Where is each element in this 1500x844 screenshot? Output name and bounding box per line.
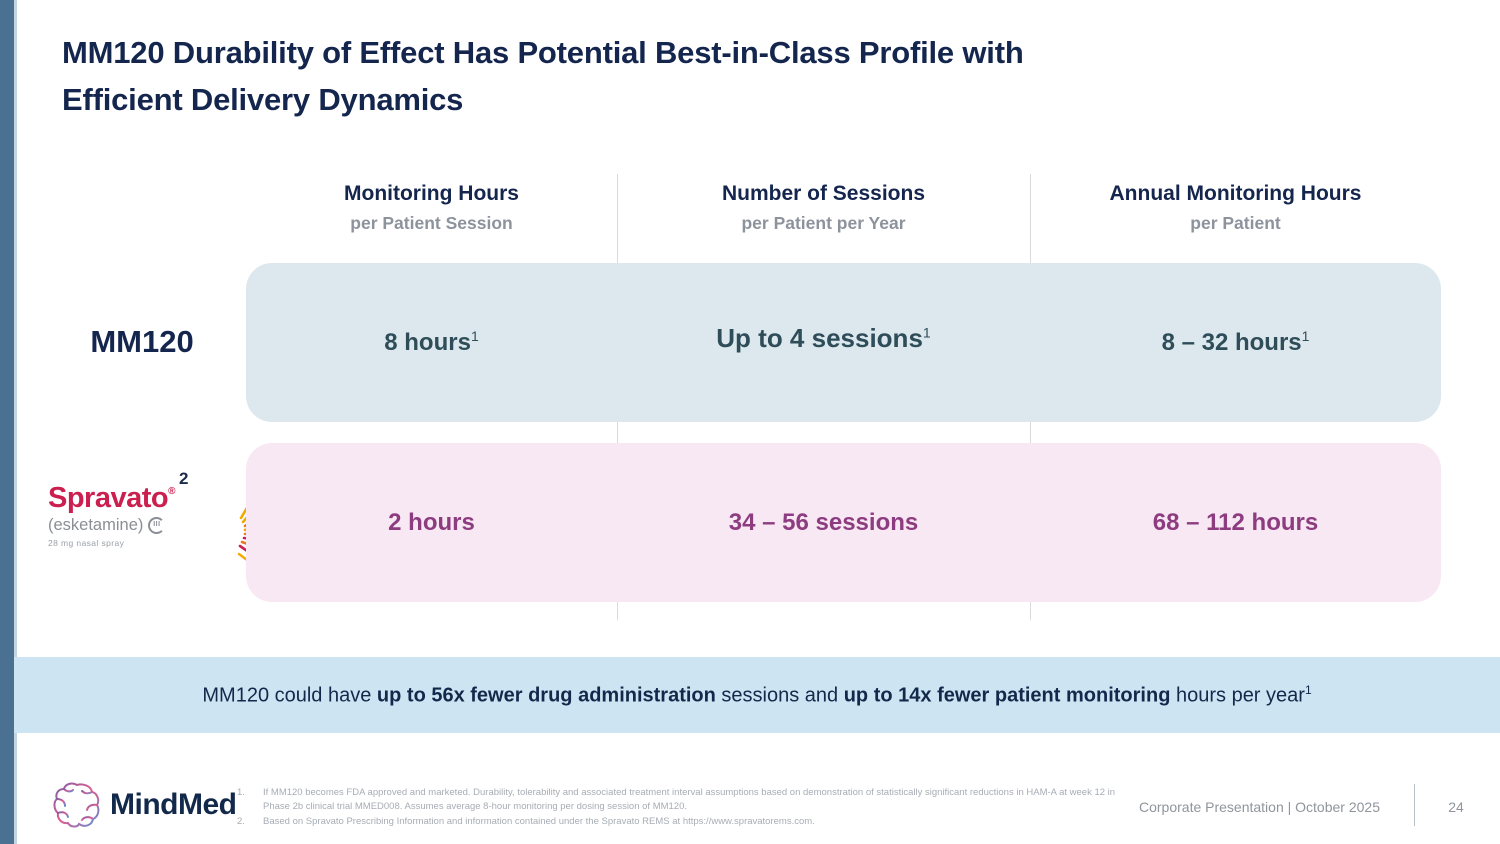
column-subtitle: per Patient per Year bbox=[741, 213, 906, 233]
column-subtitle: per Patient bbox=[1190, 213, 1281, 233]
cell-spravato-sessions: 34 – 56 sessions bbox=[617, 509, 1030, 537]
table-row-spravato: 2 hours 34 – 56 sessions 68 – 112 hours bbox=[246, 443, 1441, 602]
table-header-row: Monitoring Hours per Patient Session Num… bbox=[246, 182, 1441, 234]
footnote-number: 1. bbox=[237, 787, 245, 798]
footnote-marker: 1 bbox=[470, 328, 479, 344]
column-title: Monitoring Hours bbox=[344, 182, 519, 205]
spravato-dose-text: 28 mg nasal spray bbox=[48, 538, 125, 548]
cell-spravato-monitoring-hours: 2 hours bbox=[246, 509, 617, 537]
cell-mm120-annual-hours: 8 – 32 hours1 bbox=[1030, 328, 1441, 357]
footnote-marker: 1 bbox=[1301, 328, 1310, 344]
column-header-monitoring-hours: Monitoring Hours per Patient Session bbox=[246, 182, 617, 234]
presentation-meta: Corporate Presentation | October 2025 bbox=[1138, 799, 1380, 815]
left-accent-bar bbox=[0, 0, 17, 844]
generic-name-text: (esketamine) bbox=[48, 516, 144, 534]
registered-mark: ® bbox=[168, 486, 176, 497]
summary-banner: MM120 could have up to 56x fewer drug ad… bbox=[14, 657, 1500, 733]
footnote-number: 2. bbox=[237, 815, 245, 827]
column-title: Annual Monitoring Hours bbox=[1109, 182, 1362, 205]
slide-title-line-1: MM120 Durability of Effect Has Potential… bbox=[62, 35, 1024, 70]
spravato-brand-name: Spravato bbox=[48, 482, 169, 514]
spravato-logo: Spravato® 2 (esketamine) III 28 mg nasal… bbox=[48, 469, 248, 548]
cell-mm120-monitoring-hours: 8 hours1 bbox=[246, 328, 617, 357]
footnote-text: Based on Spravato Prescribing Informatio… bbox=[263, 815, 815, 827]
cell-value: 8 – 32 hours bbox=[1161, 329, 1302, 356]
footnote-item: 1. If MM120 becomes FDA approved and mar… bbox=[237, 786, 1117, 815]
cell-mm120-sessions: Up to 4 sessions1 bbox=[617, 323, 1030, 354]
footnote-text: If MM120 becomes FDA approved and market… bbox=[263, 787, 1116, 813]
column-header-number-of-sessions: Number of Sessions per Patient per Year bbox=[617, 182, 1030, 234]
cell-spravato-annual-hours: 68 – 112 hours bbox=[1030, 509, 1441, 537]
footnote-list: 1. If MM120 becomes FDA approved and mar… bbox=[237, 786, 1117, 829]
footnote-marker: 1 bbox=[922, 324, 931, 341]
summary-banner-text: MM120 could have up to 56x fewer drug ad… bbox=[202, 682, 1312, 707]
spravato-brand-line: Spravato® 2 bbox=[48, 469, 188, 515]
mindmed-logo: MindMed bbox=[52, 780, 237, 830]
row-label-mm120: MM120 bbox=[90, 324, 194, 359]
cell-value: Up to 4 sessions bbox=[716, 323, 923, 353]
schedule-ciii-icon: III bbox=[148, 517, 166, 534]
footer-divider bbox=[1414, 784, 1415, 826]
footnote-marker: 1 bbox=[1304, 682, 1312, 697]
page-number: 24 bbox=[1448, 799, 1464, 815]
cell-value: 8 hours bbox=[384, 329, 471, 356]
table-row-mm120: 8 hours1 Up to 4 sessions1 8 – 32 hours1 bbox=[246, 263, 1441, 422]
brain-icon bbox=[53, 782, 100, 828]
footnote-marker: 2 bbox=[179, 469, 189, 488]
footnote-item: 2. Based on Spravato Prescribing Informa… bbox=[237, 815, 1117, 829]
slide-title-line-2: Efficient Delivery Dynamics bbox=[62, 81, 464, 117]
column-title: Number of Sessions bbox=[721, 182, 926, 205]
cell-value: 68 – 112 hours bbox=[1152, 508, 1319, 536]
slide-title: MM120 Durability of Effect Has Potential… bbox=[62, 30, 1402, 123]
column-subtitle: per Patient Session bbox=[350, 213, 513, 233]
cell-value: 34 – 56 sessions bbox=[728, 508, 919, 536]
spravato-generic-name: (esketamine) III bbox=[48, 516, 248, 535]
mindmed-wordmark: MindMed bbox=[110, 788, 237, 821]
column-header-annual-monitoring-hours: Annual Monitoring Hours per Patient bbox=[1030, 182, 1441, 234]
cell-value: 2 hours bbox=[388, 508, 475, 536]
